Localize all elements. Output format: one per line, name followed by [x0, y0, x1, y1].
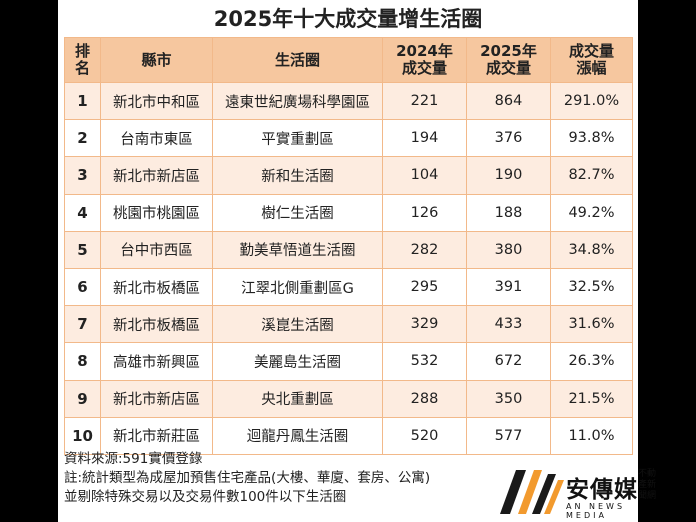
cell-growth: 26.3%	[550, 342, 633, 381]
cell-rank: 5	[64, 230, 101, 269]
cell-vol2025: 672	[466, 342, 551, 381]
cell-vol2024: 288	[382, 379, 467, 418]
brand-mark-icon	[500, 470, 564, 514]
table-row: 4 桃園市桃園區 樹仁生活圈 126 188 49.2%	[64, 193, 633, 232]
cell-growth: 291.0%	[550, 81, 633, 121]
cell-area: 美麗島生活圈	[212, 342, 383, 381]
cell-area: 遠東世紀廣場科學園區	[212, 81, 383, 121]
page-title: 2025年十大成交量增生活圈	[213, 7, 483, 31]
table-row: 3 新北市新店區 新和生活圈 104 190 82.7%	[64, 156, 633, 195]
header-city: 縣市	[100, 37, 213, 83]
table-row: 5 台中市西區 勤美草悟道生活圈 282 380 34.8%	[64, 230, 633, 269]
cell-growth: 32.5%	[550, 267, 633, 307]
source-note: 資料來源:591實價登錄	[64, 451, 203, 467]
cell-city: 台南市東區	[100, 119, 213, 158]
table-row: 8 高雄市新興區 美麗島生活圈 532 672 26.3%	[64, 342, 633, 381]
cell-rank: 9	[64, 379, 101, 418]
cell-growth: 21.5%	[550, 379, 633, 418]
header-area: 生活圈	[212, 37, 383, 83]
table-header-row: 排名 縣市 生活圈 2024年 成交量 2025年 成交量 成交量 漲幅	[64, 37, 633, 83]
cell-vol2025: 433	[466, 305, 551, 344]
cell-growth: 93.8%	[550, 119, 633, 158]
table-row: 9 新北市新店區 央北重劃區 288 350 21.5%	[64, 379, 633, 418]
cell-vol2025: 391	[466, 267, 551, 307]
header-growth: 成交量 漲幅	[550, 37, 633, 83]
cell-area: 央北重劃區	[212, 379, 383, 418]
table-row: 6 新北市板橋區 江翠北側重劃區G 295 391 32.5%	[64, 267, 633, 307]
cell-rank: 8	[64, 342, 101, 381]
table-row: 10 新北市新莊區 迴龍丹鳳生活圈 520 577 11.0%	[64, 416, 633, 455]
cell-vol2025: 188	[466, 193, 551, 232]
infographic-card: 2025年十大成交量增生活圈 排名 縣市 生活圈 2024年 成交量 2025年成…	[58, 0, 656, 522]
cell-vol2024: 126	[382, 193, 467, 232]
cell-vol2025: 376	[466, 119, 551, 158]
cell-area: 勤美草悟道生活圈	[212, 230, 383, 269]
cell-vol2024: 221	[382, 81, 467, 121]
cell-rank: 10	[64, 416, 101, 455]
cell-area: 樹仁生活圈	[212, 193, 383, 232]
cell-vol2024: 194	[382, 119, 467, 158]
cell-rank: 3	[64, 156, 101, 195]
cell-city: 新北市新店區	[100, 379, 213, 418]
cell-vol2024: 532	[382, 342, 467, 381]
brand-subtitle: AN NEWS MEDIA	[566, 502, 626, 520]
cell-vol2025: 350	[466, 379, 551, 418]
header-vol2025: 2025年 成交量	[466, 37, 551, 83]
cell-rank: 1	[64, 81, 101, 121]
cell-vol2024: 282	[382, 230, 467, 269]
cell-vol2025: 380	[466, 230, 551, 269]
cell-vol2025: 190	[466, 156, 551, 195]
cell-rank: 6	[64, 267, 101, 307]
cell-city: 新北市新店區	[100, 156, 213, 195]
cell-vol2025: 577	[466, 416, 551, 455]
cell-growth: 82.7%	[550, 156, 633, 195]
cell-growth: 34.8%	[550, 230, 633, 269]
cell-city: 新北市新莊區	[100, 416, 213, 455]
ranking-table: 排名 縣市 生活圈 2024年 成交量 2025年 成交量 成交量 漲幅 1 新北市中和…	[64, 37, 633, 455]
header-vol2024: 2024年 成交量	[382, 37, 467, 83]
cell-area: 江翠北側重劃區G	[212, 267, 383, 307]
cell-growth: 31.6%	[550, 305, 633, 344]
cell-vol2024: 104	[382, 156, 467, 195]
cell-growth: 49.2%	[550, 193, 633, 232]
cell-area: 新和生活圈	[212, 156, 383, 195]
exclusion-note: 並剔除特殊交易以及交易件數100件以下生活圈	[64, 489, 347, 505]
cell-growth: 11.0%	[550, 416, 633, 455]
table-row: 2 台南市東區 平實重劃區 194 376 93.8%	[64, 119, 633, 158]
cell-area: 溪崑生活圈	[212, 305, 383, 344]
cell-rank: 2	[64, 119, 101, 158]
brand-name: 安傳媒	[566, 477, 638, 503]
cell-area: 平實重劃區	[212, 119, 383, 158]
cell-city: 高雄市新興區	[100, 342, 213, 381]
brand-logo: 安傳媒 不動產新聞網 AN NEWS MEDIA	[498, 466, 656, 520]
cell-city: 新北市板橋區	[100, 305, 213, 344]
cell-city: 桃園市桃園區	[100, 193, 213, 232]
cell-vol2024: 520	[382, 416, 467, 455]
cell-area: 迴龍丹鳳生活圈	[212, 416, 383, 455]
method-note: 註:統計類型為成屋加預售住宅產品(大樓、華廈、套房、公寓)	[64, 470, 431, 486]
header-rank: 排名	[64, 37, 101, 83]
brand-tag: 不動產新聞網	[638, 469, 657, 501]
cell-vol2024: 329	[382, 305, 467, 344]
cell-city: 新北市板橋區	[100, 267, 213, 307]
table-row: 1 新北市中和區 遠東世紀廣場科學園區 221 864 291.0%	[64, 81, 633, 121]
cell-rank: 4	[64, 193, 101, 232]
cell-vol2025: 864	[466, 81, 551, 121]
cell-rank: 7	[64, 305, 101, 344]
footnotes: 資料來源:591實價登錄 註:統計類型為成屋加預售住宅產品(大樓、華廈、套房、公…	[64, 450, 584, 507]
cell-city: 台中市西區	[100, 230, 213, 269]
table-row: 7 新北市板橋區 溪崑生活圈 329 433 31.6%	[64, 305, 633, 344]
cell-city: 新北市中和區	[100, 81, 213, 121]
cell-vol2024: 295	[382, 267, 467, 307]
